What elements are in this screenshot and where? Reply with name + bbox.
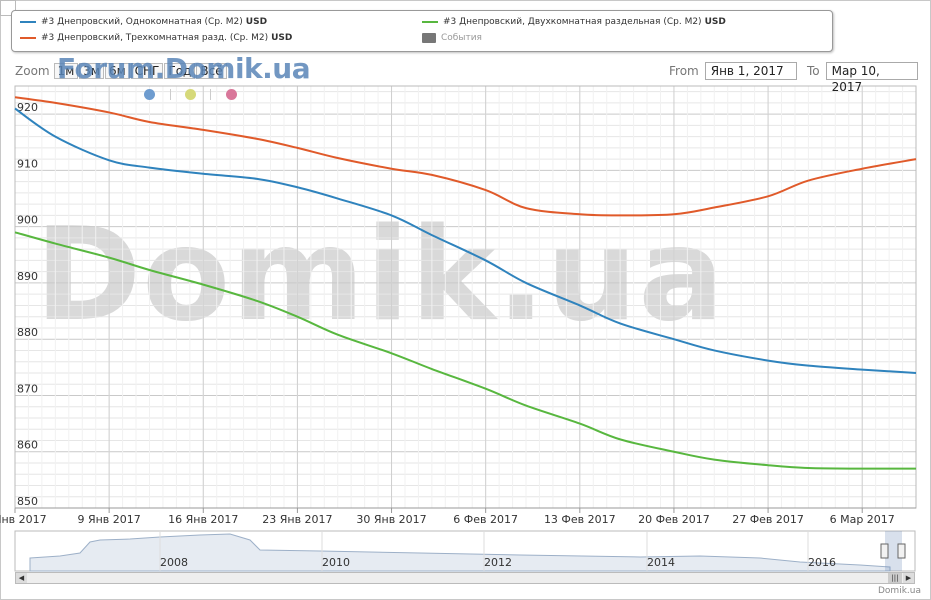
zoom-button-3m[interactable]: 3м [79, 63, 104, 79]
y-tick-label: 880 [17, 326, 38, 339]
x-tick-label: 2 Янв 2017 [0, 513, 47, 526]
zoom-button-6m[interactable]: 6м [104, 63, 130, 79]
y-tick-label: 890 [17, 270, 38, 283]
legend-unit-3room: USD [271, 33, 293, 43]
range-from: From Янв 1, 2017 [669, 61, 797, 81]
forum-watermark: Forum.Domik.ua [57, 52, 311, 85]
x-tick-label: 6 Мар 2017 [830, 513, 895, 526]
x-tick-label: 30 Янв 2017 [356, 513, 426, 526]
navigator-year-label: 2016 [808, 556, 836, 569]
y-tick-label: 860 [17, 439, 38, 452]
series-line-3room [14, 96, 917, 217]
navigator-year-label: 2010 [322, 556, 350, 569]
legend-label-3room: #3 Днепровский, Трехкомнатная разд. (Ср.… [41, 33, 269, 43]
x-tick-label: 20 Фев 2017 [638, 513, 710, 526]
navigator-handle[interactable] [897, 543, 906, 559]
to-label: To [807, 64, 820, 78]
event-separator [170, 89, 171, 100]
events-box-icon [422, 33, 436, 43]
x-tick-label: 16 Янв 2017 [168, 513, 238, 526]
legend-line-2room [422, 21, 438, 23]
zoom-label: Zoom [15, 64, 50, 78]
event-dot-pink[interactable] [226, 89, 237, 100]
navigator-handle[interactable] [880, 543, 889, 559]
navigator-area [29, 533, 891, 572]
zoom-button-1y[interactable]: Год [164, 63, 196, 79]
navigator-year-label: 2012 [484, 556, 512, 569]
legend: #3 Днепровский, Однокомнатная (Ср. М2) U… [11, 10, 833, 52]
y-tick-label: 870 [17, 382, 38, 395]
y-tick-label: 910 [17, 157, 38, 170]
legend-label-2room: #3 Днепровский, Двухкомнатная раздельная… [443, 17, 702, 27]
navigator-selection [885, 531, 902, 571]
event-separator [210, 89, 211, 100]
series-line-1room [14, 107, 917, 374]
x-tick-label: 9 Янв 2017 [77, 513, 140, 526]
from-label: From [669, 64, 699, 78]
scrollbar-thumb[interactable]: ||| [888, 573, 902, 583]
legend-unit-2room: USD [704, 17, 726, 27]
x-tick-label: 13 Фев 2017 [544, 513, 616, 526]
zoom-selector: Zoom 1м 3м 6м СНГ Год Всё [15, 62, 228, 80]
y-tick-label: 920 [17, 101, 38, 114]
legend-line-3room [20, 37, 36, 39]
x-tick-label: 27 Фев 2017 [732, 513, 804, 526]
zoom-button-ytd[interactable]: СНГ [130, 63, 164, 79]
navigator-scrollbar[interactable]: ◀ ||| ▶ [15, 572, 915, 584]
to-date-input[interactable]: Мар 10, 2017 [825, 62, 918, 94]
y-tick-label: 900 [17, 214, 38, 227]
legend-item-3room[interactable]: #3 Днепровский, Трехкомнатная разд. (Ср.… [20, 31, 292, 45]
series-line-2room [14, 231, 917, 470]
from-date-input[interactable]: Янв 1, 2017 [704, 62, 797, 80]
event-dot-yellow[interactable] [185, 89, 196, 100]
legend-label-1room: #3 Днепровский, Однокомнатная (Ср. М2) [41, 17, 243, 27]
legend-item-1room[interactable]: #3 Днепровский, Однокомнатная (Ср. М2) U… [20, 15, 267, 29]
legend-unit-1room: USD [245, 17, 268, 27]
legend-label-events: События [441, 33, 482, 43]
legend-item-events[interactable]: События [422, 31, 482, 45]
navigator-year-label: 2014 [647, 556, 675, 569]
zoom-button-1m[interactable]: 1м [53, 63, 79, 79]
credit-link[interactable]: Domik.ua [878, 586, 921, 596]
legend-item-2room[interactable]: #3 Днепровский, Двухкомнатная раздельная… [422, 15, 726, 29]
y-tick-label: 850 [17, 495, 38, 508]
navigator-year-label: 2008 [160, 556, 188, 569]
zoom-button-all[interactable]: Всё [196, 63, 227, 79]
scroll-right-arrow-icon[interactable]: ▶ [903, 573, 914, 583]
scroll-left-arrow-icon[interactable]: ◀ [16, 573, 27, 583]
event-dot-blue[interactable] [144, 89, 155, 100]
legend-line-1room [20, 21, 36, 23]
range-to: To Мар 10, 2017 [807, 61, 918, 94]
x-tick-label: 6 Фев 2017 [453, 513, 518, 526]
x-tick-label: 23 Янв 2017 [262, 513, 332, 526]
plot-border [14, 85, 917, 509]
